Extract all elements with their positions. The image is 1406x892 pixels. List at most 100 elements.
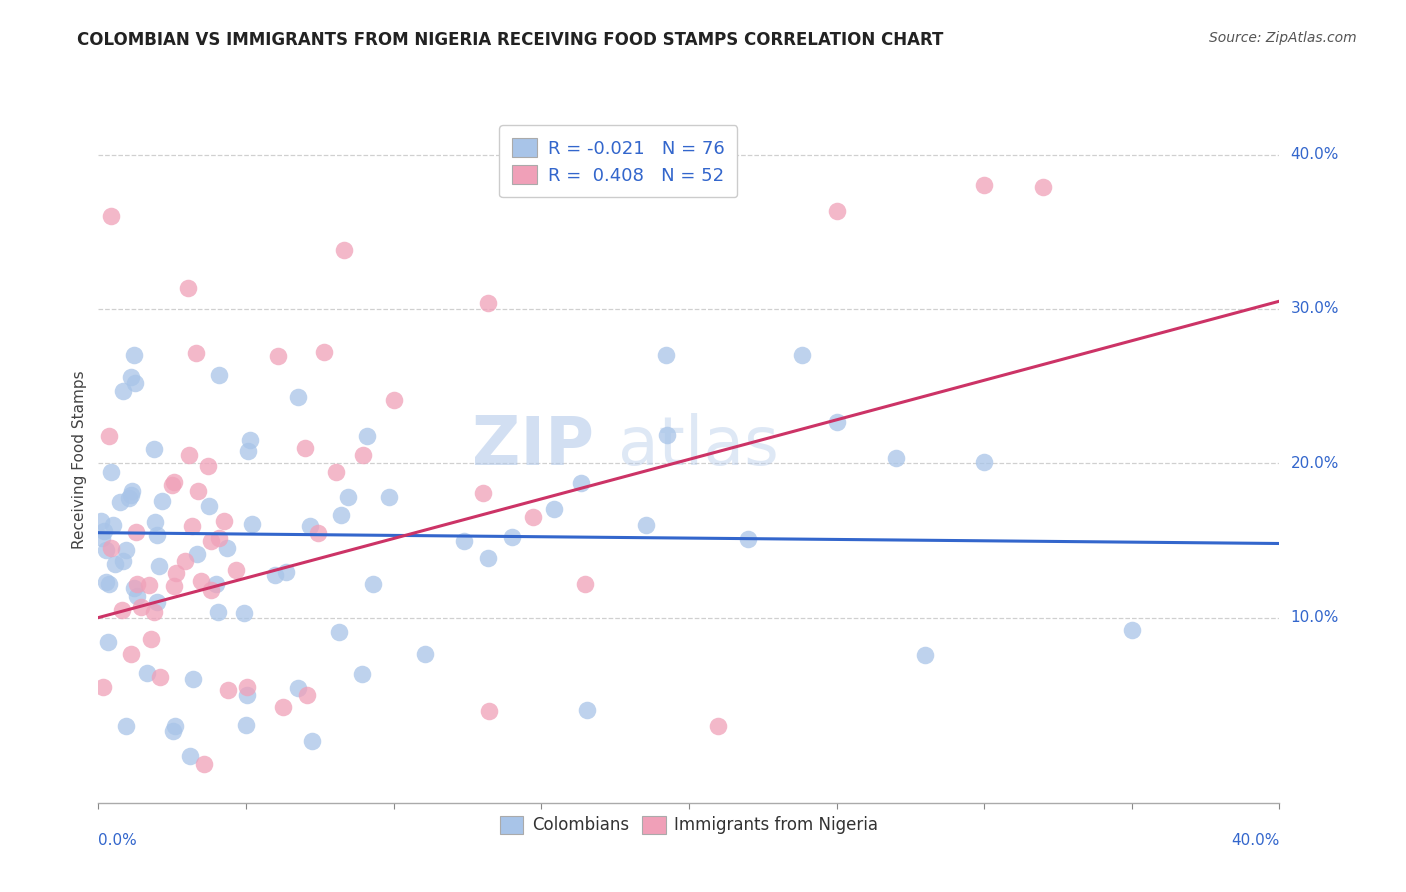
Legend: Colombians, Immigrants from Nigeria: Colombians, Immigrants from Nigeria [492, 807, 886, 843]
Point [127, 589, 149, 603]
Point [94, 574, 117, 589]
Point [120, 488, 142, 502]
Point [884, 450, 907, 465]
Point [98, 429, 121, 443]
Point [294, 442, 316, 456]
Point [179, 749, 201, 764]
Point [176, 281, 198, 295]
Point [124, 581, 146, 595]
Point [190, 574, 212, 589]
Point [204, 577, 226, 591]
Point [90, 532, 112, 546]
Point [361, 576, 384, 591]
Point [98, 577, 121, 591]
Point [136, 666, 159, 681]
Point [163, 718, 186, 732]
Point [181, 672, 204, 686]
Point [215, 541, 238, 556]
Point [138, 577, 160, 591]
Point [94, 543, 117, 558]
Text: COLOMBIAN VS IMMIGRANTS FROM NIGERIA RECEIVING FOOD STAMPS CORRELATION CHART: COLOMBIAN VS IMMIGRANTS FROM NIGERIA REC… [77, 31, 943, 49]
Point [235, 717, 257, 731]
Point [267, 349, 290, 363]
Point [825, 415, 848, 429]
Point [146, 595, 169, 609]
Point [225, 563, 247, 577]
Point [127, 576, 149, 591]
Point [707, 718, 730, 732]
Point [142, 605, 165, 619]
Y-axis label: Receiving Food Stamps: Receiving Food Stamps [72, 370, 87, 549]
Point [634, 518, 657, 533]
Point [522, 510, 544, 524]
Point [337, 490, 360, 504]
Point [356, 429, 378, 443]
Point [104, 557, 127, 571]
Point [307, 525, 329, 540]
Point [236, 680, 259, 694]
Point [91, 680, 114, 694]
Text: 40.0%: 40.0% [1232, 833, 1279, 848]
Point [200, 583, 222, 598]
Point [184, 346, 207, 360]
Point [163, 579, 186, 593]
Point [149, 670, 172, 684]
Point [111, 554, 134, 568]
Point [124, 525, 146, 540]
Point [121, 483, 143, 498]
Point [377, 490, 399, 504]
Point [453, 534, 475, 549]
Point [198, 499, 221, 513]
Point [118, 491, 141, 506]
Point [271, 699, 294, 714]
Point [146, 528, 169, 542]
Point [352, 448, 374, 462]
Point [472, 486, 495, 500]
Point [737, 533, 759, 547]
Point [120, 647, 142, 661]
Point [350, 666, 373, 681]
Point [148, 558, 170, 573]
Point [174, 554, 197, 568]
Point [90, 514, 112, 528]
Point [207, 606, 229, 620]
Point [295, 688, 318, 702]
Text: ZIP: ZIP [472, 413, 595, 479]
Point [792, 348, 814, 362]
Point [200, 533, 222, 548]
Point [122, 348, 145, 362]
Point [208, 368, 231, 382]
Point [217, 683, 239, 698]
Point [312, 345, 335, 359]
Point [120, 370, 142, 384]
Point [197, 458, 219, 473]
Point [574, 577, 596, 591]
Point [236, 443, 259, 458]
Point [139, 632, 162, 647]
Point [124, 376, 146, 390]
Point [93, 524, 115, 538]
Point [162, 477, 184, 491]
Point [501, 530, 523, 544]
Point [162, 724, 184, 739]
Text: 0.0%: 0.0% [98, 833, 138, 848]
Text: Source: ZipAtlas.com: Source: ZipAtlas.com [1209, 31, 1357, 45]
Point [100, 209, 122, 223]
Text: 20.0%: 20.0% [1291, 456, 1339, 471]
Point [129, 599, 152, 614]
Point [973, 455, 995, 469]
Point [287, 390, 309, 404]
Point [115, 718, 138, 732]
Point [115, 543, 138, 558]
Point [301, 734, 323, 748]
Point [187, 483, 209, 498]
Point [103, 518, 125, 533]
Text: 30.0%: 30.0% [1291, 301, 1339, 317]
Point [181, 518, 204, 533]
Point [299, 518, 322, 533]
Point [240, 516, 263, 531]
Point [263, 567, 285, 582]
Point [654, 348, 676, 362]
Point [543, 501, 565, 516]
Point [328, 625, 350, 640]
